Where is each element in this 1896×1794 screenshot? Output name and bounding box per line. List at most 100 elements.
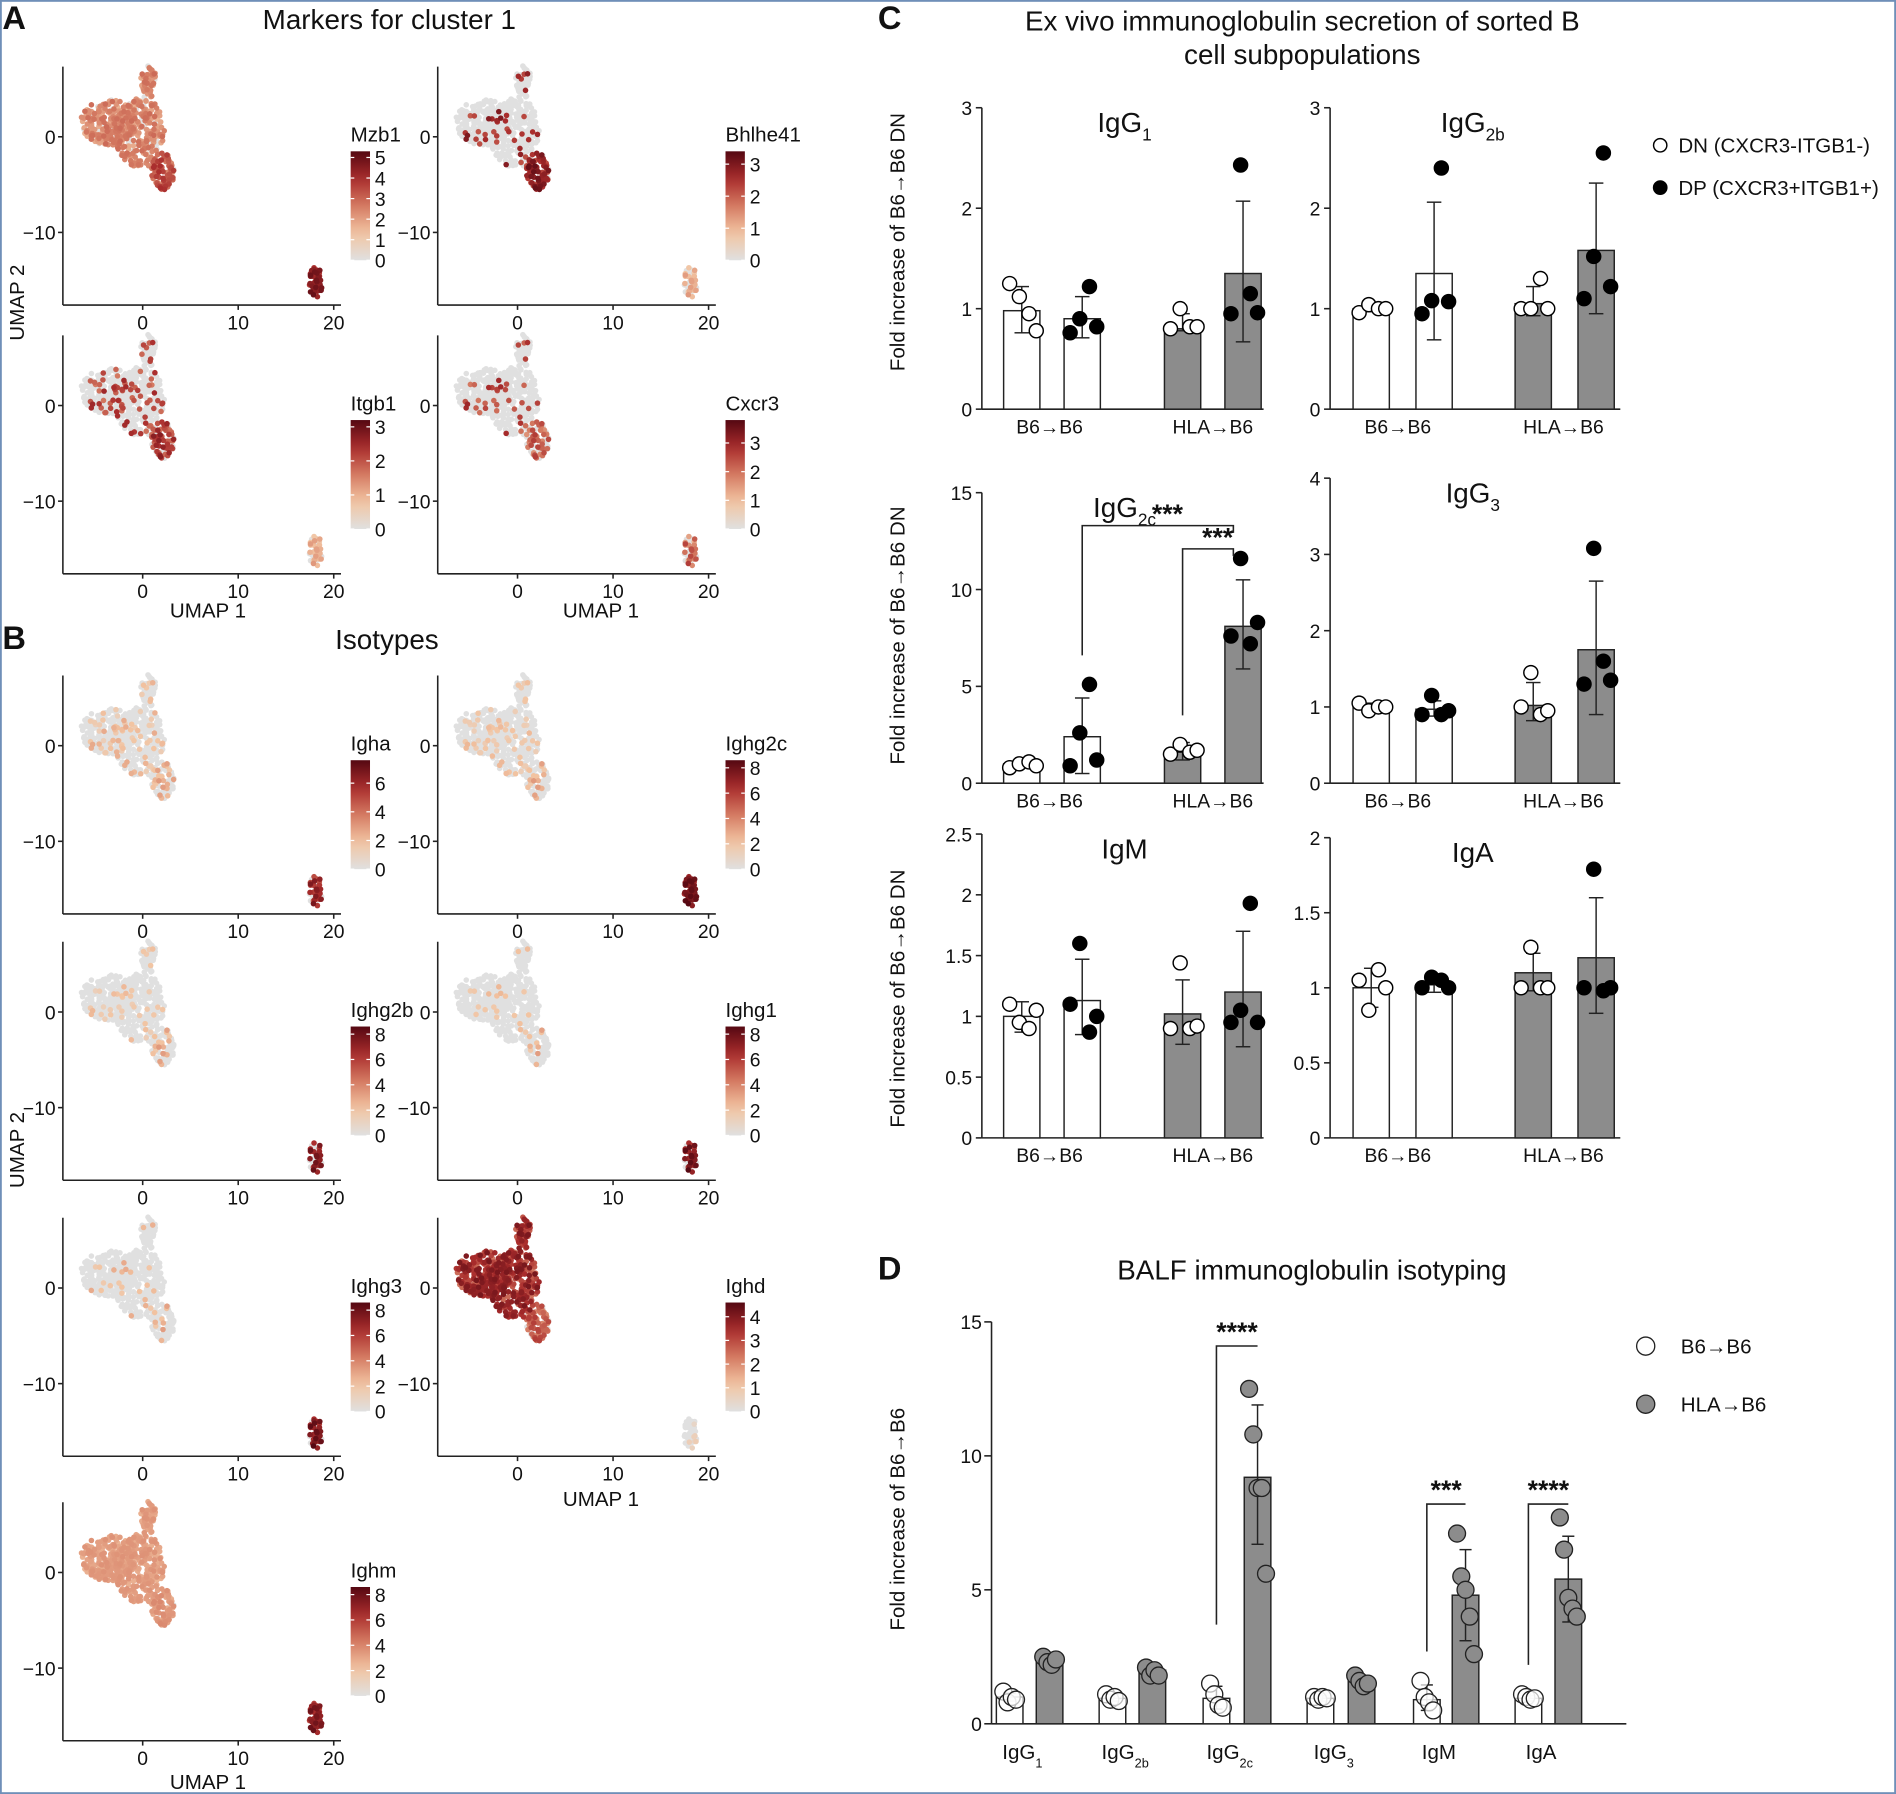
umap-cell	[100, 976, 107, 983]
umap-cell	[164, 793, 171, 799]
x-tick-label: 10	[227, 312, 249, 334]
umap-cell	[143, 138, 150, 145]
umap-cell	[528, 105, 535, 111]
umap-cell	[143, 98, 149, 104]
umap-cell	[471, 728, 477, 734]
umap-cell	[502, 727, 509, 733]
umap-cell	[525, 745, 532, 752]
colorbar-tick-label: 5	[375, 148, 386, 170]
umap-cell	[529, 738, 536, 744]
umap-cell	[100, 717, 106, 723]
umap-cell	[515, 682, 522, 688]
umap-cell	[463, 108, 470, 115]
umap-cell	[159, 401, 165, 407]
umap-cell	[122, 977, 129, 984]
x-tick-label: 10	[602, 921, 624, 943]
umap-cell	[82, 717, 88, 723]
umap-cell	[124, 419, 130, 425]
umap-cell	[535, 444, 541, 450]
umap-cell	[455, 394, 462, 401]
umap-cell	[130, 126, 137, 132]
umap-cell	[110, 397, 116, 403]
umap-cell	[104, 128, 110, 135]
umap-cell	[512, 733, 519, 740]
umap-cell	[148, 102, 155, 109]
umap-cell	[521, 65, 528, 72]
umap-cell	[113, 101, 119, 108]
umap-cell	[137, 733, 144, 740]
umap-cell	[96, 741, 102, 747]
umap-cell	[100, 737, 107, 744]
umap-cell	[100, 710, 107, 717]
y-tick-label: 0	[45, 736, 56, 758]
umap-cell	[528, 147, 534, 154]
umap-cell	[318, 896, 324, 902]
umap-cell	[96, 722, 103, 728]
umap-cell	[148, 93, 155, 99]
umap-cell	[121, 717, 127, 724]
umap-cell	[154, 760, 161, 767]
umap-cell	[506, 374, 513, 381]
y-tick-label: −10	[23, 223, 56, 245]
umap-cell	[534, 131, 541, 138]
umap-cell	[109, 136, 115, 143]
umap-cell	[139, 103, 145, 110]
umap-cell	[516, 355, 522, 362]
umap-cell	[539, 420, 545, 427]
umap-cell	[157, 163, 163, 169]
umap-cell	[137, 770, 144, 777]
umap-cell	[496, 377, 502, 384]
umap-cell	[518, 126, 525, 133]
umap-cell	[471, 722, 478, 728]
x-tick-label: 20	[698, 581, 720, 603]
umap-cell	[493, 407, 500, 414]
umap-cell	[687, 893, 694, 900]
y-tick-label: 0	[420, 127, 431, 149]
colorbar-tick-label: 3	[750, 154, 761, 176]
umap-cell	[82, 108, 88, 115]
umap-cell	[455, 125, 462, 132]
umap-cell	[146, 722, 152, 729]
umap-cell	[78, 114, 85, 121]
panel-b-title: Isotypes	[335, 624, 439, 655]
umap-cell	[529, 129, 536, 135]
umap-cell	[480, 126, 487, 133]
umap-cell	[518, 367, 524, 373]
umap-cell	[500, 143, 507, 149]
umap-cell	[687, 553, 694, 559]
umap-cell	[310, 900, 317, 907]
umap-cell	[131, 737, 137, 744]
umap-cell	[151, 405, 157, 412]
umap-cell	[96, 381, 103, 388]
umap-cell	[119, 118, 126, 124]
umap-cell	[128, 381, 135, 387]
umap-cell	[120, 413, 126, 420]
umap-cell	[518, 98, 524, 104]
umap-cell	[482, 745, 489, 752]
umap-cell	[170, 783, 176, 790]
umap-cell	[151, 71, 158, 77]
umap-cell	[496, 156, 503, 163]
umap-cell	[143, 367, 149, 373]
umap-cell	[504, 152, 511, 159]
umap-cell	[476, 141, 483, 147]
umap-cell	[313, 553, 319, 559]
colorbar-gene-label: Bhlhe41	[726, 124, 801, 147]
umap-cell	[533, 748, 539, 755]
umap-cell	[528, 374, 535, 380]
umap-cell	[81, 1001, 87, 1007]
umap-cell	[130, 137, 137, 144]
umap-cell	[515, 73, 522, 80]
umap-cell	[471, 381, 478, 388]
umap-cell	[481, 110, 488, 116]
umap-cell	[102, 141, 109, 147]
umap-cell	[482, 405, 489, 412]
umap-cell	[686, 264, 692, 271]
umap-cell	[508, 366, 515, 373]
umap-cell	[307, 889, 313, 896]
umap-cell	[111, 724, 117, 731]
umap-cell	[475, 101, 481, 108]
umap-cell	[517, 760, 524, 767]
umap-cell	[503, 161, 509, 168]
